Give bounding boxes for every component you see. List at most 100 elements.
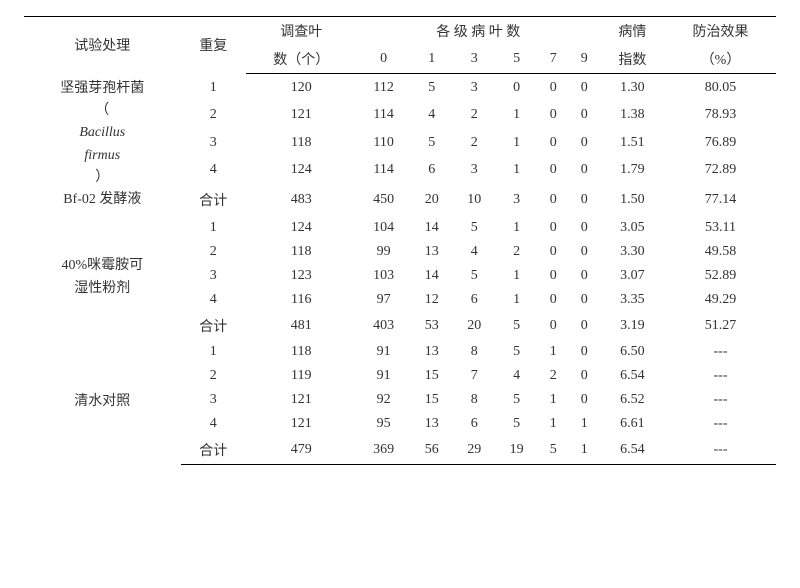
cell-repeat: 4: [181, 288, 246, 312]
cell-g1: 12: [411, 288, 453, 312]
cell-leafcount: 479: [246, 436, 357, 465]
cell-g0: 99: [357, 240, 411, 264]
cell-g0: 450: [357, 184, 411, 216]
treatment-cell: 坚强芽孢杆菌（ Bacillusfirmus）Bf-02 发酵液: [24, 74, 181, 216]
cell-g5: 1: [495, 129, 537, 156]
cell-g3: 10: [453, 184, 495, 216]
cell-index: 1.51: [600, 129, 665, 156]
cell-leafcount: 483: [246, 184, 357, 216]
treatment-line: 40%咪霉胺可: [30, 255, 175, 277]
treatment-line: ）: [30, 167, 175, 189]
cell-effect: ---: [665, 436, 776, 465]
cell-repeat: 4: [181, 156, 246, 183]
cell-leafcount: 124: [246, 156, 357, 183]
cell-g5: 1: [495, 264, 537, 288]
cell-g1: 20: [411, 184, 453, 216]
cell-g9: 0: [569, 216, 600, 240]
cell-effect: 72.89: [665, 156, 776, 183]
hdr-leafcount-l2: 数（个）: [246, 45, 357, 74]
cell-g0: 110: [357, 129, 411, 156]
cell-g5: 0: [495, 74, 537, 102]
cell-g0: 403: [357, 312, 411, 340]
cell-g9: 0: [569, 129, 600, 156]
cell-leafcount: 124: [246, 216, 357, 240]
cell-g7: 0: [538, 74, 569, 102]
cell-g1: 14: [411, 264, 453, 288]
hdr-grades-title: 各 级 病 叶 数: [357, 17, 600, 46]
cell-effect: 52.89: [665, 264, 776, 288]
cell-g0: 91: [357, 340, 411, 364]
cell-g3: 8: [453, 388, 495, 412]
cell-g1: 5: [411, 74, 453, 102]
hdr-g7: 7: [538, 45, 569, 74]
cell-g5: 1: [495, 288, 537, 312]
cell-repeat: 1: [181, 216, 246, 240]
cell-g9: 0: [569, 240, 600, 264]
cell-index: 3.35: [600, 288, 665, 312]
treatment-line: Bacillus: [30, 122, 175, 144]
cell-index: 1.30: [600, 74, 665, 102]
cell-repeat: 1: [181, 74, 246, 102]
cell-g5: 1: [495, 156, 537, 183]
cell-g3: 20: [453, 312, 495, 340]
cell-repeat: 3: [181, 264, 246, 288]
cell-index: 1.79: [600, 156, 665, 183]
cell-g1: 13: [411, 412, 453, 436]
hdr-g9: 9: [569, 45, 600, 74]
hdr-effect-l1: 防治效果: [665, 17, 776, 46]
cell-g3: 4: [453, 240, 495, 264]
cell-leafcount: 123: [246, 264, 357, 288]
cell-index: 6.61: [600, 412, 665, 436]
treatment-line: Bf-02 发酵液: [30, 189, 175, 211]
cell-g9: 0: [569, 288, 600, 312]
cell-g3: 6: [453, 412, 495, 436]
cell-g7: 5: [538, 436, 569, 465]
cell-leafcount: 481: [246, 312, 357, 340]
treatment-line: （: [30, 100, 175, 122]
cell-g7: 1: [538, 412, 569, 436]
table-row: 坚强芽孢杆菌（ Bacillusfirmus）Bf-02 发酵液11201125…: [24, 74, 776, 102]
cell-g5: 5: [495, 388, 537, 412]
hdr-leafcount-l1: 调查叶: [246, 17, 357, 46]
cell-g0: 95: [357, 412, 411, 436]
cell-g9: 0: [569, 156, 600, 183]
cell-g0: 114: [357, 102, 411, 129]
cell-effect: 77.14: [665, 184, 776, 216]
cell-g9: 0: [569, 264, 600, 288]
cell-g0: 104: [357, 216, 411, 240]
hdr-effect-l2: （%）: [665, 45, 776, 74]
cell-g3: 8: [453, 340, 495, 364]
cell-repeat: 合计: [181, 184, 246, 216]
cell-effect: ---: [665, 388, 776, 412]
cell-index: 3.07: [600, 264, 665, 288]
cell-g3: 3: [453, 156, 495, 183]
cell-g1: 53: [411, 312, 453, 340]
cell-effect: 76.89: [665, 129, 776, 156]
cell-g9: 0: [569, 312, 600, 340]
cell-g0: 112: [357, 74, 411, 102]
cell-g9: 0: [569, 102, 600, 129]
cell-g1: 56: [411, 436, 453, 465]
cell-g3: 3: [453, 74, 495, 102]
cell-leafcount: 121: [246, 412, 357, 436]
cell-g5: 5: [495, 340, 537, 364]
treatment-line: 清水对照: [30, 391, 175, 413]
cell-g1: 6: [411, 156, 453, 183]
cell-effect: ---: [665, 364, 776, 388]
cell-repeat: 2: [181, 240, 246, 264]
cell-g9: 1: [569, 412, 600, 436]
cell-g5: 5: [495, 412, 537, 436]
cell-g1: 15: [411, 364, 453, 388]
cell-g5: 1: [495, 216, 537, 240]
cell-leafcount: 116: [246, 288, 357, 312]
treatment-line: 湿性粉剂: [30, 278, 175, 300]
cell-repeat: 3: [181, 388, 246, 412]
cell-g3: 29: [453, 436, 495, 465]
cell-g0: 92: [357, 388, 411, 412]
cell-g1: 14: [411, 216, 453, 240]
treatment-cell: 40%咪霉胺可湿性粉剂: [24, 216, 181, 340]
cell-leafcount: 119: [246, 364, 357, 388]
cell-g7: 0: [538, 240, 569, 264]
cell-g9: 0: [569, 388, 600, 412]
cell-g5: 4: [495, 364, 537, 388]
